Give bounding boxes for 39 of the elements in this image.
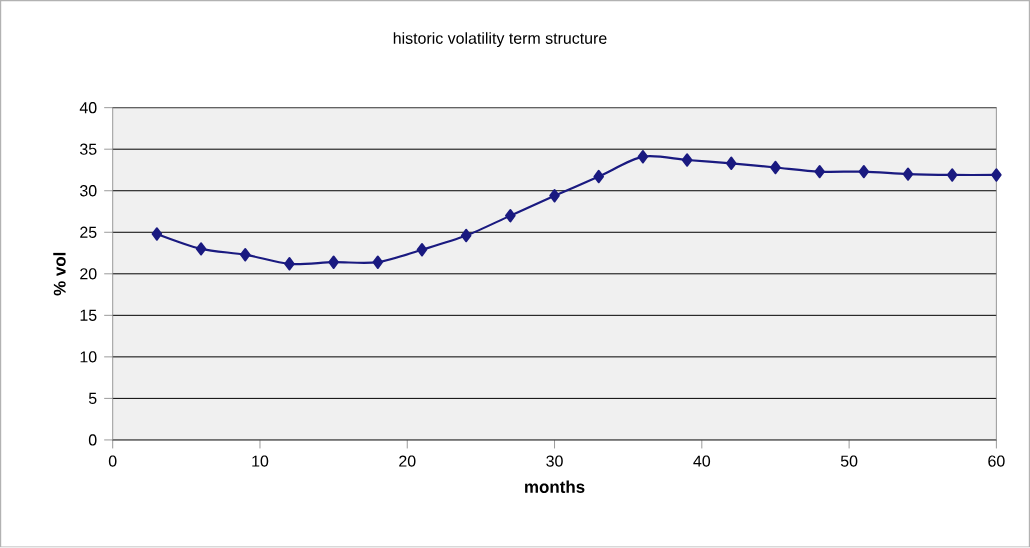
- x-tick-label: 0: [108, 455, 117, 467]
- x-tick-label: 60: [988, 455, 1005, 467]
- y-tick-label: 35: [79, 143, 97, 156]
- point: [328, 255, 339, 270]
- point: [284, 257, 295, 271]
- point: [372, 255, 384, 270]
- x-tick-label: 40: [693, 455, 711, 467]
- point: [637, 150, 649, 164]
- y-axis-title: % vol: [53, 253, 66, 296]
- y-tick-label: 30: [79, 185, 97, 197]
- y-tick-label: 25: [80, 226, 97, 239]
- point: [505, 209, 516, 223]
- y-tick-label: 20: [80, 268, 97, 280]
- point: [681, 153, 693, 167]
- point: [239, 248, 251, 262]
- point: [151, 227, 163, 241]
- point: [902, 167, 914, 181]
- x-tick-label: 30: [546, 455, 563, 467]
- point: [416, 243, 428, 257]
- x-tick-label: 50: [840, 455, 858, 467]
- point: [195, 242, 207, 256]
- point: [460, 229, 472, 243]
- x-tick-label: 10: [252, 455, 269, 467]
- point: [549, 189, 560, 203]
- point: [991, 168, 1002, 182]
- point: [770, 160, 781, 175]
- y-tick-label: 40: [79, 102, 97, 114]
- point: [946, 168, 958, 182]
- point: [814, 165, 825, 179]
- y-tick-label: 10: [80, 351, 97, 363]
- y-tick-label: 15: [80, 309, 97, 322]
- x-axis-title: months: [525, 480, 585, 494]
- point: [858, 165, 870, 179]
- point: [725, 156, 737, 171]
- point: [593, 170, 605, 184]
- x-tick-label: 20: [399, 455, 416, 467]
- y-tick-label: 5: [88, 393, 97, 405]
- y-tick-label: 0: [88, 434, 97, 446]
- chart-title: historic volatility term structure: [393, 32, 607, 48]
